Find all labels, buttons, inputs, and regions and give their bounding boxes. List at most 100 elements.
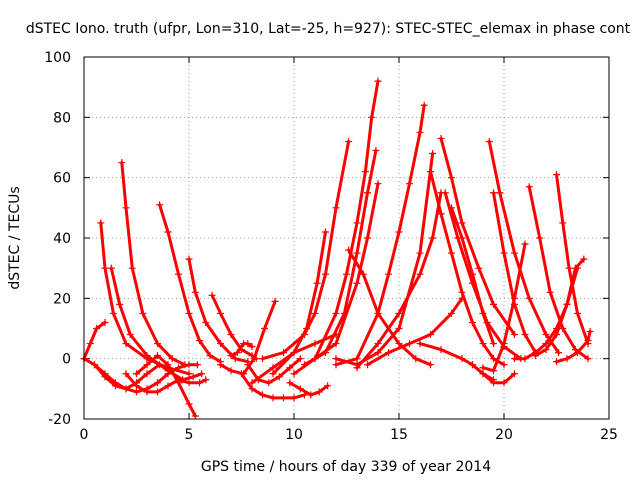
plot-frame [83, 56, 610, 420]
data-point-marker [511, 331, 518, 339]
data-point-marker [275, 373, 283, 381]
data-series-track [553, 328, 594, 366]
data-point-marker [584, 337, 592, 345]
data-point-marker [361, 168, 369, 176]
data-point-marker [227, 352, 235, 360]
data-point-marker [175, 270, 182, 278]
data-point-marker [448, 204, 455, 212]
data-point-marker [532, 352, 539, 360]
data-point-marker [259, 391, 266, 399]
data-point-marker [286, 364, 294, 372]
data-point-marker [458, 219, 466, 227]
y-axis-label: dSTEC / TECUs [7, 186, 23, 289]
data-point-marker [311, 340, 319, 348]
data-series-track [133, 352, 199, 420]
data-point-marker [416, 270, 424, 278]
data-point-marker [521, 331, 529, 339]
data-point-marker [126, 331, 134, 339]
data-point-marker [437, 346, 445, 354]
data-point-marker [500, 361, 508, 369]
series-line [439, 136, 516, 336]
data-series-track [525, 183, 592, 363]
data-point-marker [250, 355, 258, 363]
data-point-marker [269, 364, 277, 372]
series-line [82, 321, 107, 361]
data-point-marker [525, 294, 533, 302]
data-point-marker [490, 367, 497, 375]
data-point-marker [313, 279, 321, 287]
data-point-marker [122, 370, 130, 378]
data-point-marker [227, 331, 235, 339]
data-point-marker [248, 343, 256, 351]
data-point-marker [231, 355, 239, 363]
data-point-marker [118, 159, 126, 167]
data-point-marker [269, 370, 277, 378]
data-series-track [208, 291, 260, 363]
data-point-marker [427, 168, 434, 176]
data-point-marker [208, 291, 216, 299]
data-point-marker [217, 361, 224, 369]
y-tick-label: 20 [53, 291, 71, 307]
data-series-track [448, 204, 497, 348]
data-series-track [290, 77, 382, 378]
data-point-marker [324, 382, 332, 390]
data-series-track [311, 180, 382, 363]
x-tick-label: 15 [390, 427, 408, 443]
data-point-marker [448, 249, 455, 257]
data-point-marker [395, 340, 403, 348]
data-point-marker [133, 382, 140, 390]
data-point-marker [385, 349, 392, 357]
data-series-track [437, 134, 518, 339]
data-point-marker [574, 309, 581, 317]
data-point-marker [311, 355, 319, 363]
data-point-marker [490, 340, 497, 348]
data-point-marker [296, 385, 304, 393]
series-line [513, 257, 586, 361]
data-series-track [469, 361, 518, 387]
data-point-marker [101, 318, 109, 326]
data-series-track [122, 370, 210, 396]
data-point-marker [244, 361, 252, 369]
data-point-marker [133, 370, 140, 378]
series-line [366, 296, 464, 367]
data-series-track [238, 370, 308, 402]
data-point-marker [395, 325, 403, 332]
data-point-marker [112, 382, 119, 390]
series-line [487, 140, 561, 355]
data-point-marker [332, 204, 340, 212]
data-point-marker [353, 279, 361, 287]
data-point-marker [202, 376, 210, 384]
data-point-marker [86, 340, 94, 348]
data-point-marker [248, 385, 256, 393]
data-point-marker [511, 355, 518, 363]
y-tick-label: 0 [62, 352, 71, 368]
data-point-marker [101, 373, 109, 381]
y-tick-label: 80 [53, 110, 71, 126]
data-point-marker [303, 325, 311, 332]
data-point-marker [154, 340, 161, 348]
data-point-marker [521, 355, 529, 363]
data-point-marker [193, 361, 201, 369]
data-point-marker [332, 361, 340, 369]
x-tick-label: 20 [495, 427, 513, 443]
data-point-marker [353, 219, 361, 227]
data-point-marker [311, 309, 319, 317]
data-point-marker [217, 340, 224, 348]
data-point-marker [233, 349, 241, 357]
data-point-marker [259, 355, 266, 363]
data-point-marker [565, 264, 573, 272]
data-point-marker [168, 355, 176, 363]
data-point-marker [353, 249, 361, 257]
x-tick-label: 25 [600, 427, 618, 443]
series-line [355, 191, 443, 370]
data-point-marker [511, 300, 518, 308]
data-series-track [227, 340, 256, 360]
data-point-marker [364, 361, 371, 369]
data-point-marker [490, 189, 497, 197]
data-point-marker [448, 309, 455, 317]
data-point-marker [553, 171, 560, 179]
data-point-marker [202, 318, 210, 326]
data-series-track [479, 240, 529, 375]
data-point-marker [280, 349, 287, 357]
data-point-marker [261, 325, 269, 332]
